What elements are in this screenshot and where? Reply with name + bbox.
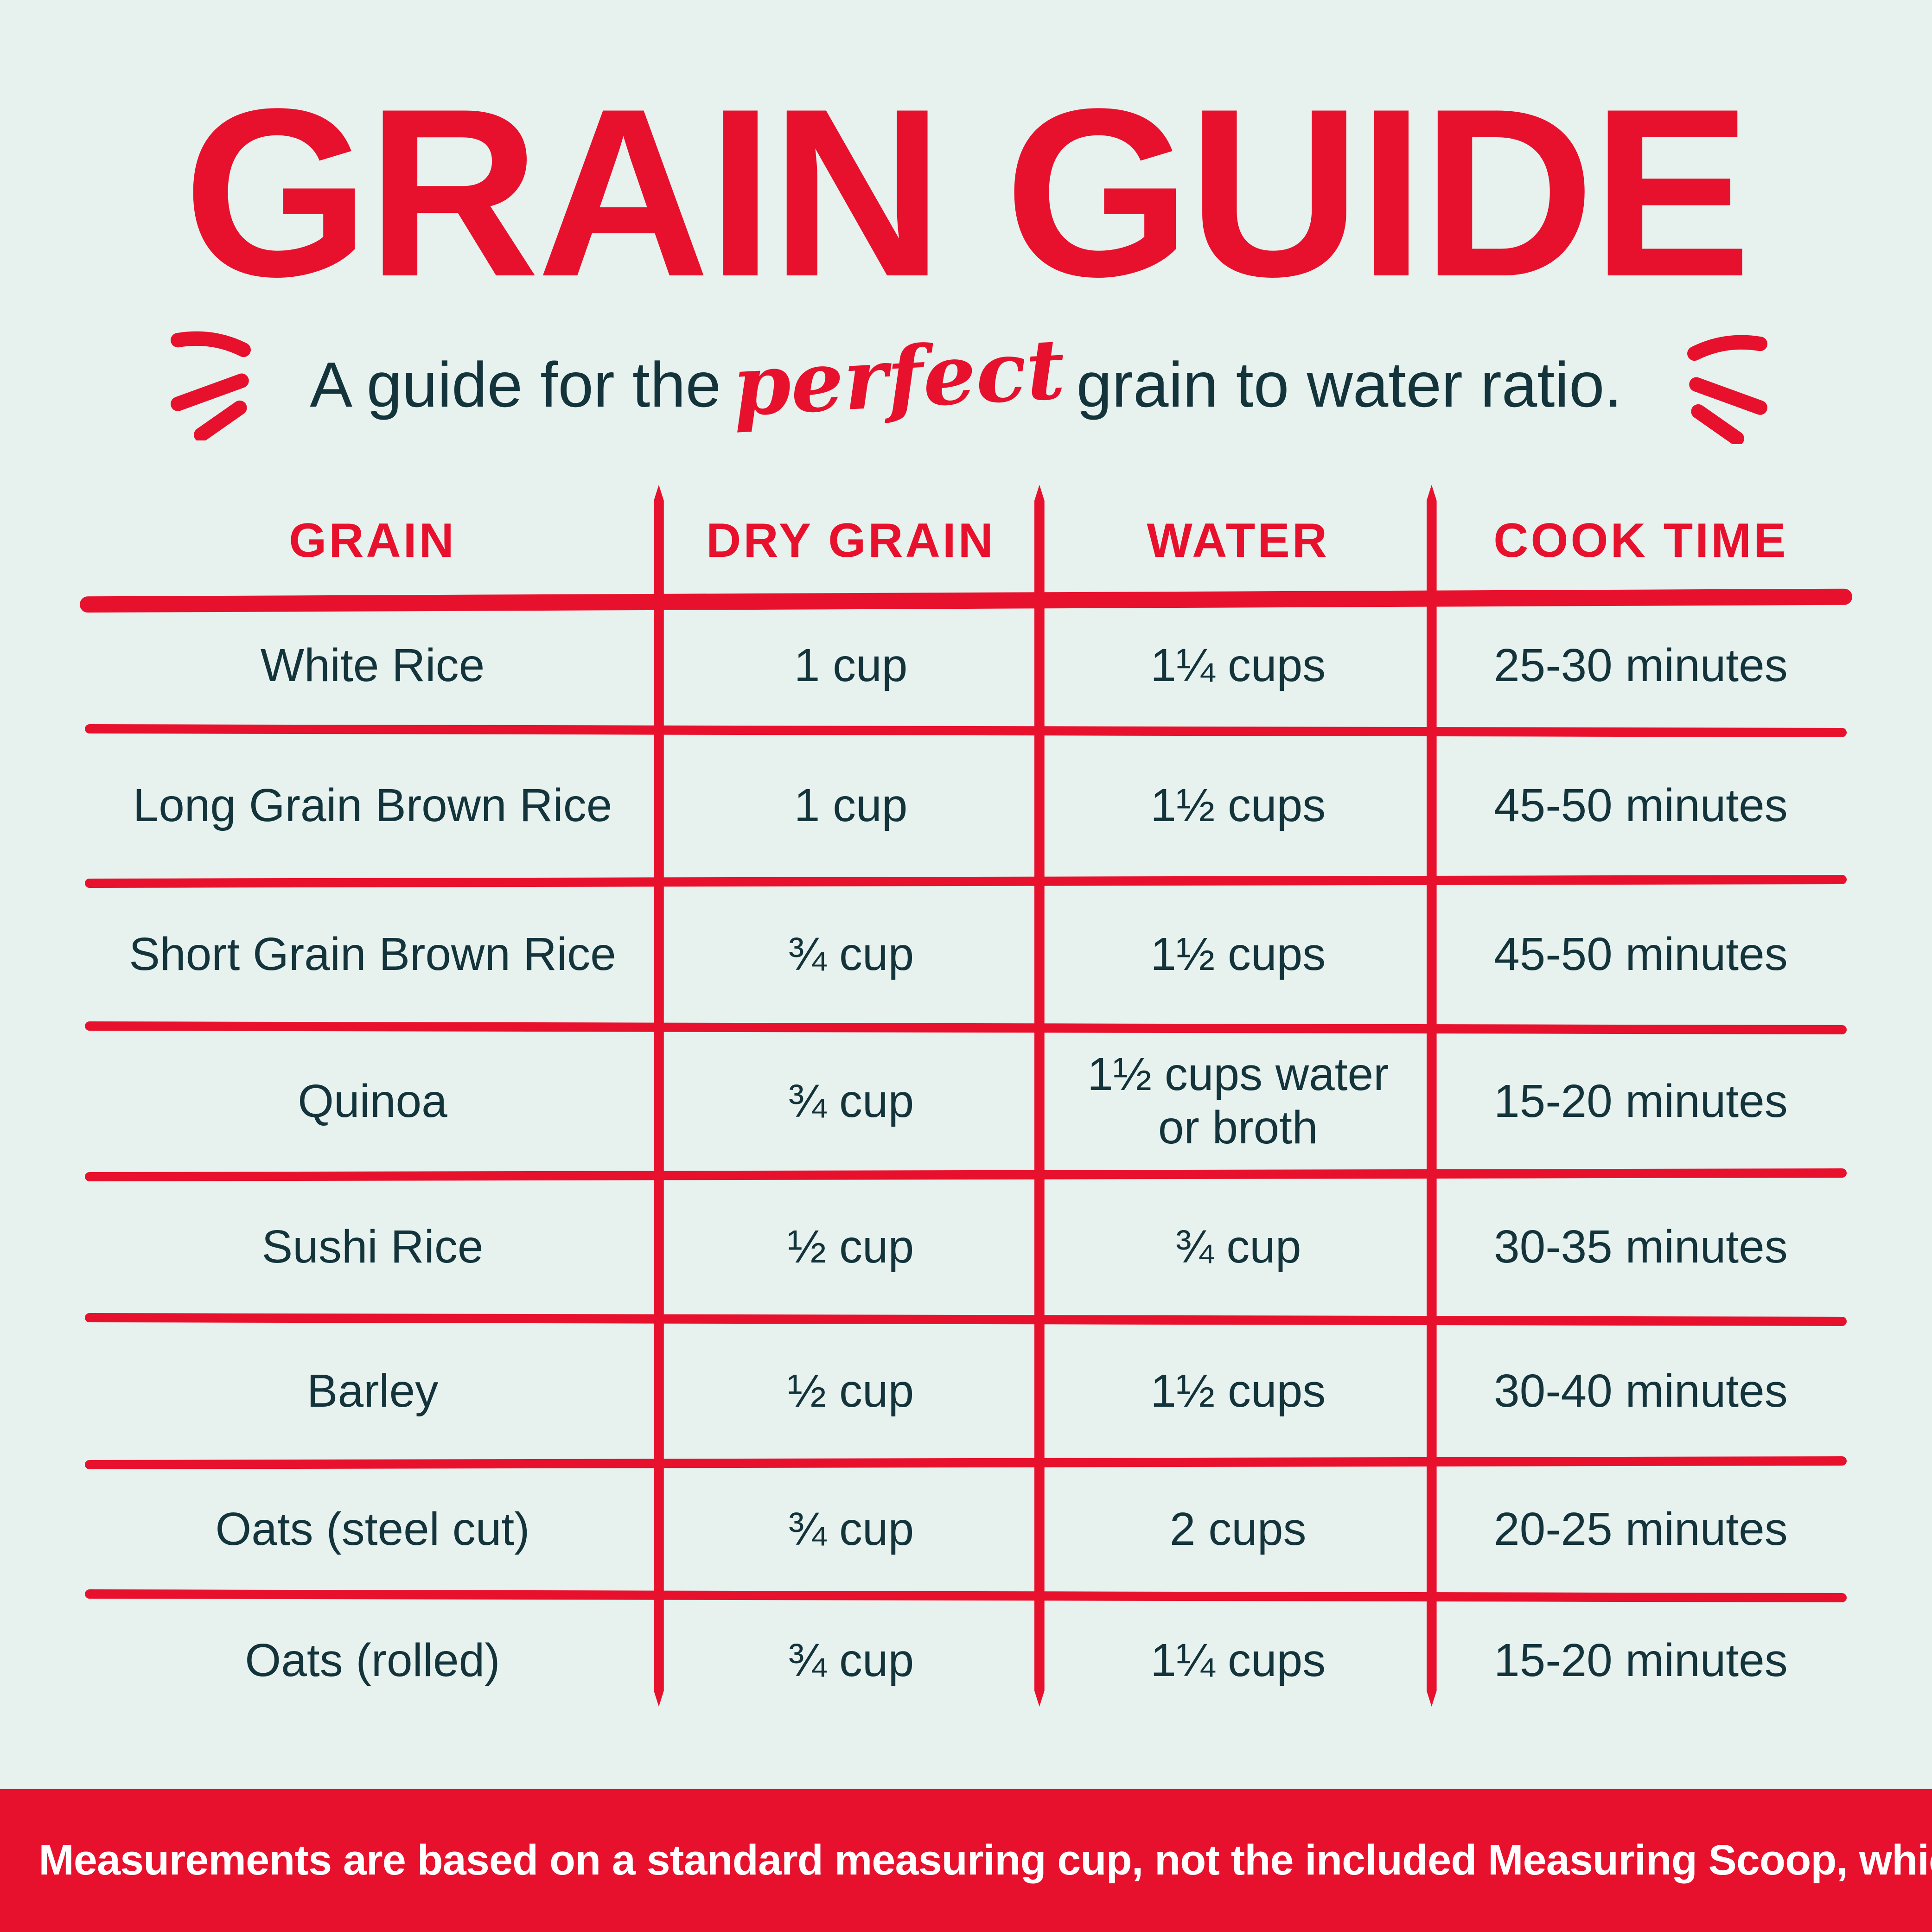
cook-time-cell: 30-40 minutes — [1494, 1365, 1788, 1417]
grain-name-cell: Oats (rolled) — [245, 1634, 500, 1687]
water-cell: 2 cups — [1169, 1503, 1307, 1555]
emphasis-burst-left-icon — [170, 331, 251, 441]
dry-grain-cell: ¾ cup — [787, 928, 914, 980]
emphasis-burst-right-icon — [1687, 335, 1767, 445]
grain-name-cell: Long Grain Brown Rice — [133, 779, 612, 832]
dry-grain-cell: ¾ cup — [787, 1075, 914, 1127]
grain-ratio-table: GRAIN DRY GRAIN WATER COOK TIME White Ri… — [79, 481, 1853, 1726]
dry-grain-cell: ½ cup — [787, 1365, 914, 1417]
grain-name-cell: Short Grain Brown Rice — [129, 928, 616, 980]
table-grid: GRAIN DRY GRAIN WATER COOK TIME White Ri… — [85, 481, 1847, 1726]
water-cell: 1¼ cups — [1150, 639, 1326, 691]
grain-name-cell: Oats (steel cut) — [215, 1503, 530, 1555]
page-subtitle: A guide for the perfect grain to water rat… — [0, 321, 1932, 435]
cook-time-cell: 15-20 minutes — [1494, 1075, 1788, 1127]
dry-grain-cell: 1 cup — [794, 639, 908, 691]
water-cell: 1¼ cups — [1150, 1634, 1326, 1687]
page-title: GRAIN GUIDE — [183, 59, 1751, 327]
column-header-cook-time: COOK TIME — [1493, 513, 1788, 567]
dry-grain-cell: ½ cup — [787, 1221, 914, 1273]
dry-grain-cell: 1 cup — [794, 779, 908, 832]
dry-grain-cell: ¾ cup — [787, 1634, 914, 1687]
dry-grain-cell: ¾ cup — [787, 1503, 914, 1555]
grain-name-cell: Sushi Rice — [261, 1221, 484, 1273]
water-cell: 1½ cups — [1150, 1365, 1326, 1417]
grain-name-cell: Quinoa — [298, 1075, 447, 1127]
cook-time-cell: 45-50 minutes — [1494, 928, 1788, 980]
grain-name-cell: White Rice — [260, 639, 485, 691]
cook-time-cell: 15-20 minutes — [1494, 1634, 1788, 1687]
cook-time-cell: 45-50 minutes — [1494, 779, 1788, 832]
subtitle-suffix: grain to water ratio. — [1076, 350, 1622, 421]
subtitle-highlight-word: perfect — [730, 320, 1067, 435]
subtitle-prefix: A guide for the — [310, 350, 721, 421]
column-header-dry-grain: DRY GRAIN — [706, 513, 995, 567]
footer-note-bar: Measurements are based on a standard mea… — [0, 1789, 1932, 1932]
footer-note-text: Measurements are based on a standard mea… — [38, 1836, 1932, 1884]
water-cell: 1½ cups — [1150, 928, 1326, 980]
column-divider-line — [654, 485, 664, 1707]
column-header-grain: GRAIN — [289, 513, 456, 567]
column-divider-line — [1426, 485, 1437, 1707]
water-cell: ¾ cup — [1175, 1221, 1301, 1273]
column-divider-line — [1034, 485, 1045, 1707]
column-header-water: WATER — [1147, 513, 1329, 567]
water-cell: 1½ cups — [1150, 779, 1326, 832]
cook-time-cell: 25-30 minutes — [1494, 639, 1788, 691]
cook-time-cell: 30-35 minutes — [1494, 1221, 1788, 1273]
cook-time-cell: 20-25 minutes — [1494, 1503, 1788, 1555]
grain-name-cell: Barley — [306, 1365, 439, 1417]
water-cell: 1½ cups water or broth — [1087, 1048, 1389, 1154]
